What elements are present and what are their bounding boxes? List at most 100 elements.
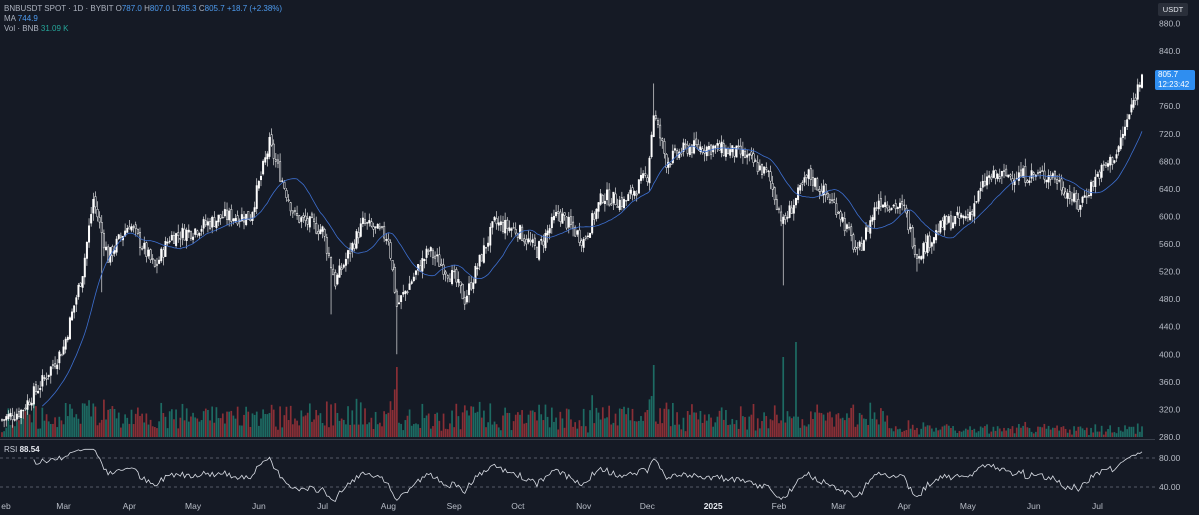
volume-bar (251, 413, 254, 437)
candle-body (599, 193, 602, 205)
candle-body (811, 176, 814, 186)
volume-bar (680, 429, 683, 437)
candle-body (608, 189, 611, 206)
candle-body (94, 196, 97, 208)
volume-bar (241, 425, 243, 437)
volume-bar (829, 411, 831, 437)
volume-bar (606, 417, 608, 437)
volume-bar (230, 410, 233, 437)
volume-bar (173, 419, 175, 437)
candle-body (124, 230, 127, 237)
candle-body (724, 148, 727, 157)
volume-bar (890, 428, 893, 437)
volume-bar (355, 398, 358, 437)
candle-body (1094, 176, 1097, 188)
candle-body (485, 246, 488, 249)
candle-body (107, 246, 110, 263)
volume-bar (1022, 425, 1024, 437)
rsi-legend[interactable]: RSI 88.54 (4, 445, 40, 454)
time-tick-label: Mar (831, 501, 846, 511)
candle-body (1124, 126, 1127, 136)
candle-body (877, 200, 880, 210)
candle-body (533, 237, 536, 246)
close-label: C (198, 4, 205, 13)
candle-body (257, 180, 260, 189)
volume-bar (13, 426, 16, 437)
last-price-value: 805.7 (1158, 70, 1179, 79)
volume-bar (635, 421, 638, 437)
candle-body (546, 230, 549, 236)
candle-body (240, 214, 243, 222)
volume-bar (858, 413, 861, 437)
candle-body (977, 190, 980, 202)
candle-body (476, 267, 479, 270)
currency-button[interactable]: USDT (1158, 3, 1188, 16)
volume-bar (92, 403, 95, 437)
candle-body (521, 226, 524, 241)
volume-bar (877, 424, 880, 437)
volume-bar (1024, 421, 1027, 437)
price-tick-label: 360.0 (1159, 377, 1181, 387)
volume-bar (625, 414, 627, 437)
candle-body (784, 215, 787, 220)
price-tick-label: 600.0 (1159, 211, 1181, 221)
volume-bar (1109, 425, 1112, 437)
volume-bar (750, 414, 753, 437)
volume-bar (253, 414, 256, 437)
candle-body (461, 283, 464, 300)
candle-body (561, 213, 564, 224)
time-tick-label: Nov (576, 501, 592, 511)
volume-bar (120, 427, 122, 437)
volume-bar (285, 406, 288, 437)
candle-body (1058, 180, 1061, 182)
candle-body (223, 209, 226, 217)
candle-body (1005, 168, 1008, 176)
volume-bar (911, 424, 914, 437)
volume-bar (453, 427, 456, 437)
price-tick-label: 280.0 (1159, 432, 1181, 442)
countdown-timer: 12:23:42 (1158, 80, 1190, 89)
volume-bar (1020, 427, 1022, 437)
candle-body (971, 211, 974, 215)
candle-body (417, 264, 420, 271)
candle-body (1030, 170, 1033, 179)
volume-bar (614, 413, 617, 437)
volume-bar (969, 426, 971, 437)
volume-bar (438, 420, 441, 437)
volume-legend[interactable]: Vol · BNB 31.09 K (4, 24, 69, 34)
volume-bar (158, 421, 160, 437)
volume-bar (1009, 428, 1012, 437)
symbol-label[interactable]: BNBUSDT SPOT · 1D · BYBIT (4, 4, 114, 13)
volume-bar (646, 409, 649, 437)
volume-bar (478, 401, 481, 437)
volume-bar (334, 403, 337, 437)
candle-body (631, 187, 634, 196)
volume-bar (30, 422, 33, 437)
candle-body (347, 250, 350, 259)
volume-bar (425, 415, 428, 437)
candle-body (932, 237, 935, 244)
volume-bar (236, 406, 239, 437)
ma-legend[interactable]: MA 744.9 (4, 14, 38, 24)
candle-body (1115, 154, 1118, 159)
volume-bar (83, 403, 86, 437)
candle-body (924, 242, 927, 253)
volume-bar (43, 420, 46, 437)
volume-bar (192, 412, 194, 437)
volume-bar (270, 404, 273, 437)
candle-body (440, 263, 443, 266)
volume-bar (328, 427, 330, 437)
volume-bar (255, 411, 258, 437)
volume-bar (809, 411, 812, 437)
candle-body (1109, 156, 1112, 166)
volume-bar (981, 427, 984, 437)
volume-bar (786, 411, 789, 437)
volume-bar (383, 411, 385, 437)
candle-body (623, 198, 626, 209)
candle-body (1051, 173, 1054, 178)
candle-body (918, 256, 921, 259)
candle-body (898, 202, 901, 209)
volume-bar (204, 408, 207, 437)
volume-bar (1054, 427, 1056, 437)
